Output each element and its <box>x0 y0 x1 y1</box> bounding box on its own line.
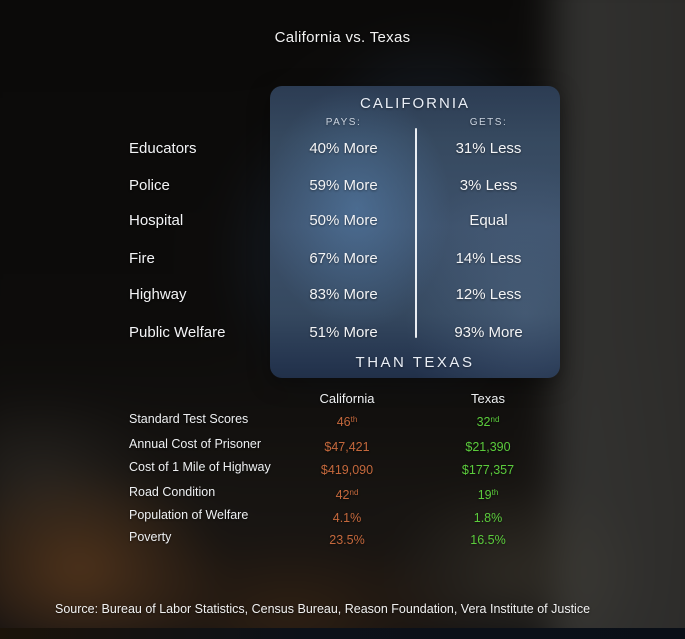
texas-value: 1.8% <box>473 511 503 525</box>
stat-label: Road Condition <box>129 485 216 499</box>
category-label: Hospital <box>129 212 184 229</box>
panel-title: CALIFORNIA <box>359 95 470 112</box>
texas-value: 19th <box>477 488 499 502</box>
pays-value: 67% More <box>309 250 378 267</box>
ordinal-suffix: nd <box>349 488 359 497</box>
comparison-row-educators: Educators 40% More 31% Less <box>0 138 685 160</box>
ordinal-suffix: nd <box>490 415 500 424</box>
source-attribution: Source: Bureau of Labor Statistics, Cens… <box>55 602 591 616</box>
comparison-row-police: Police 59% More 3% Less <box>0 175 685 197</box>
comparison-row-fire: Fire 67% More 14% Less <box>0 248 685 270</box>
comparison-row-public-welfare: Public Welfare 51% More 93% More <box>0 322 685 344</box>
stats-header-row: California Texas <box>0 391 685 407</box>
category-label: Educators <box>129 140 197 157</box>
category-label: Public Welfare <box>129 324 226 341</box>
stat-label: Poverty <box>129 530 172 544</box>
category-label: Highway <box>129 286 187 303</box>
pays-value: 59% More <box>309 177 378 194</box>
pays-value: 51% More <box>309 324 378 341</box>
pays-value: 83% More <box>309 286 378 303</box>
comparison-panel: CALIFORNIA PAYS: GETS: THAN TEXAS <box>270 86 560 378</box>
california-value: $47,421 <box>324 440 370 454</box>
background-bottom-bar <box>0 628 685 639</box>
california-value: 23.5% <box>329 533 365 547</box>
california-value: 46th <box>336 415 358 429</box>
stat-row-poverty: Poverty 23.5% 16.5% <box>0 530 685 547</box>
stat-row-road-condition: Road Condition 42nd 19th <box>0 485 685 502</box>
category-label: Police <box>129 177 170 194</box>
gets-value: 3% Less <box>459 177 518 194</box>
category-label: Fire <box>129 250 155 267</box>
stat-row-test-scores: Standard Test Scores 46th 32nd <box>0 412 685 429</box>
gets-value: 93% More <box>454 324 523 341</box>
texas-value: $177,357 <box>461 463 515 477</box>
gets-value: 12% Less <box>455 286 522 303</box>
stat-label: Annual Cost of Prisoner <box>129 437 262 451</box>
gets-value: Equal <box>469 212 508 229</box>
texas-value: 32nd <box>476 415 500 429</box>
ordinal-suffix: th <box>350 415 358 424</box>
stat-label: Population of Welfare <box>129 508 249 522</box>
gets-value: 14% Less <box>455 250 522 267</box>
stat-row-highway-cost: Cost of 1 Mile of Highway $419,090 $177,… <box>0 460 685 477</box>
california-value: 4.1% <box>332 511 362 525</box>
stat-row-welfare-population: Population of Welfare 4.1% 1.8% <box>0 508 685 525</box>
column-divider <box>415 128 417 338</box>
than-texas-label: THAN TEXAS <box>355 354 475 371</box>
page-title: California vs. Texas <box>274 29 411 46</box>
stat-label: Standard Test Scores <box>129 412 249 426</box>
stat-row-prisoner-cost: Annual Cost of Prisoner $47,421 $21,390 <box>0 437 685 454</box>
pays-value: 50% More <box>309 212 378 229</box>
comparison-row-highway: Highway 83% More 12% Less <box>0 284 685 306</box>
pays-column-header: PAYS: <box>325 117 362 128</box>
california-value: 42nd <box>335 488 359 502</box>
pays-value: 40% More <box>309 140 378 157</box>
california-value: $419,090 <box>320 463 374 477</box>
texas-value: $21,390 <box>465 440 511 454</box>
stat-label: Cost of 1 Mile of Highway <box>129 460 271 474</box>
comparison-row-hospital: Hospital 50% More Equal <box>0 210 685 232</box>
stats-column-header-california: California <box>319 391 375 406</box>
ordinal-suffix: th <box>491 488 499 497</box>
texas-value: 16.5% <box>470 533 506 547</box>
gets-column-header: GETS: <box>469 117 508 128</box>
stats-column-header-texas: Texas <box>471 391 505 406</box>
gets-value: 31% Less <box>455 140 522 157</box>
